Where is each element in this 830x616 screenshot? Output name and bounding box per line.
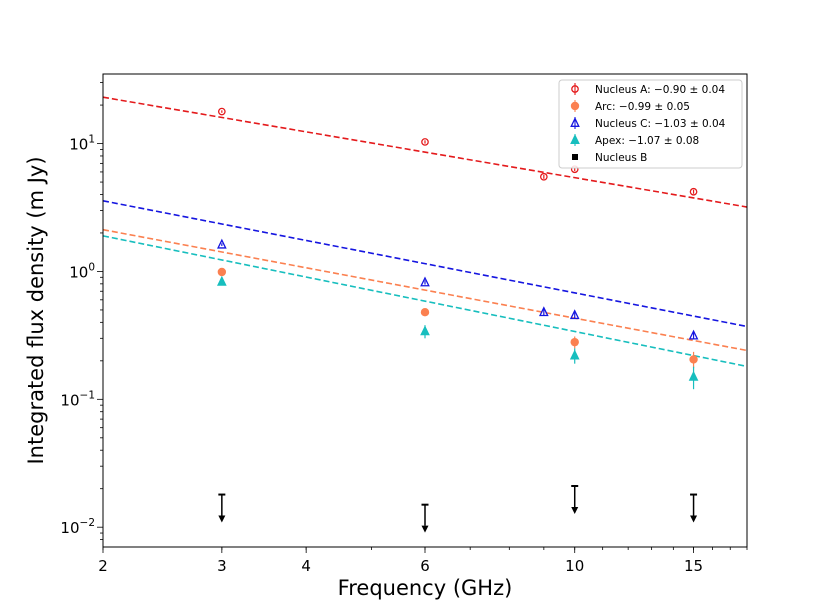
fit-line bbox=[102, 96, 748, 208]
nucleus-a-point bbox=[539, 172, 548, 181]
fit-line bbox=[102, 200, 748, 328]
nucleus-a-point bbox=[689, 187, 698, 196]
apex-point bbox=[569, 349, 580, 360]
fit-line bbox=[102, 235, 748, 368]
nucleus-a-point bbox=[217, 107, 226, 116]
legend-marker-nucleus-a bbox=[571, 85, 579, 93]
y-tick-label: 101 bbox=[69, 134, 95, 154]
apex-point bbox=[688, 370, 699, 381]
nucleus-b-upper-limit bbox=[218, 493, 226, 523]
axis-ticks: 2 3 4 6 10 15 10−2 10−1 100 101 bbox=[60, 82, 748, 575]
legend-marker-arc bbox=[570, 101, 580, 111]
y-tick-label: 100 bbox=[69, 261, 95, 281]
nucleus-c-point bbox=[688, 329, 699, 340]
legend-marker-apex bbox=[570, 134, 580, 144]
upper-limit-arrow bbox=[690, 515, 698, 523]
nucleus-b-upper-limit bbox=[571, 484, 579, 514]
legend-label-nucleus-b: Nucleus B bbox=[595, 152, 647, 164]
arc-point bbox=[217, 267, 227, 277]
x-tick-label: 10 bbox=[565, 557, 584, 575]
y-tick-label: 10−1 bbox=[60, 389, 95, 409]
x-tick-label: 15 bbox=[684, 557, 703, 575]
legend-marker-nucleus-b bbox=[572, 154, 578, 160]
apex-point bbox=[217, 275, 227, 286]
legend-marker-nucleus-c bbox=[570, 117, 580, 127]
nucleus-b-upper-limit bbox=[421, 503, 429, 533]
nucleus-a-point bbox=[421, 138, 429, 146]
data-points bbox=[217, 107, 699, 533]
x-tick-label: 3 bbox=[217, 557, 227, 575]
legend-label-arc: Arc: −0.99 ± 0.05 bbox=[595, 101, 690, 113]
upper-limit-arrow bbox=[571, 506, 579, 514]
legend-label-nucleus-c: Nucleus C: −1.03 ± 0.04 bbox=[595, 118, 726, 130]
fit-lines bbox=[102, 96, 748, 368]
y-axis-label: Integrated flux density (m Jy) bbox=[24, 156, 48, 464]
legend-label-apex: Apex: −1.07 ± 0.08 bbox=[595, 135, 699, 147]
apex-point bbox=[420, 325, 430, 336]
upper-limit-arrow bbox=[421, 525, 429, 533]
nucleus-c-point bbox=[217, 238, 227, 249]
legend-label-nucleus-a: Nucleus A: −0.90 ± 0.04 bbox=[595, 84, 725, 96]
nucleus-c-point bbox=[539, 306, 549, 317]
fit-line bbox=[102, 228, 748, 352]
y-tick-label: 10−2 bbox=[60, 517, 95, 537]
x-tick-label: 6 bbox=[420, 557, 430, 575]
x-axis-label: Frequency (GHz) bbox=[338, 576, 513, 600]
arc-point bbox=[570, 337, 579, 347]
x-tick-label: 2 bbox=[98, 557, 108, 575]
x-tick-label: 4 bbox=[301, 557, 311, 575]
arc-point bbox=[689, 355, 698, 364]
nucleus-c-point bbox=[569, 309, 580, 320]
nucleus-c-point bbox=[420, 276, 430, 287]
legend-box bbox=[558, 79, 743, 169]
nucleus-b-upper-limit bbox=[690, 493, 698, 523]
legend: Nucleus A: −0.90 ± 0.04 Arc: −0.99 ± 0.05… bbox=[558, 79, 743, 169]
upper-limit-arrow bbox=[218, 515, 226, 523]
arc-point bbox=[420, 308, 430, 317]
